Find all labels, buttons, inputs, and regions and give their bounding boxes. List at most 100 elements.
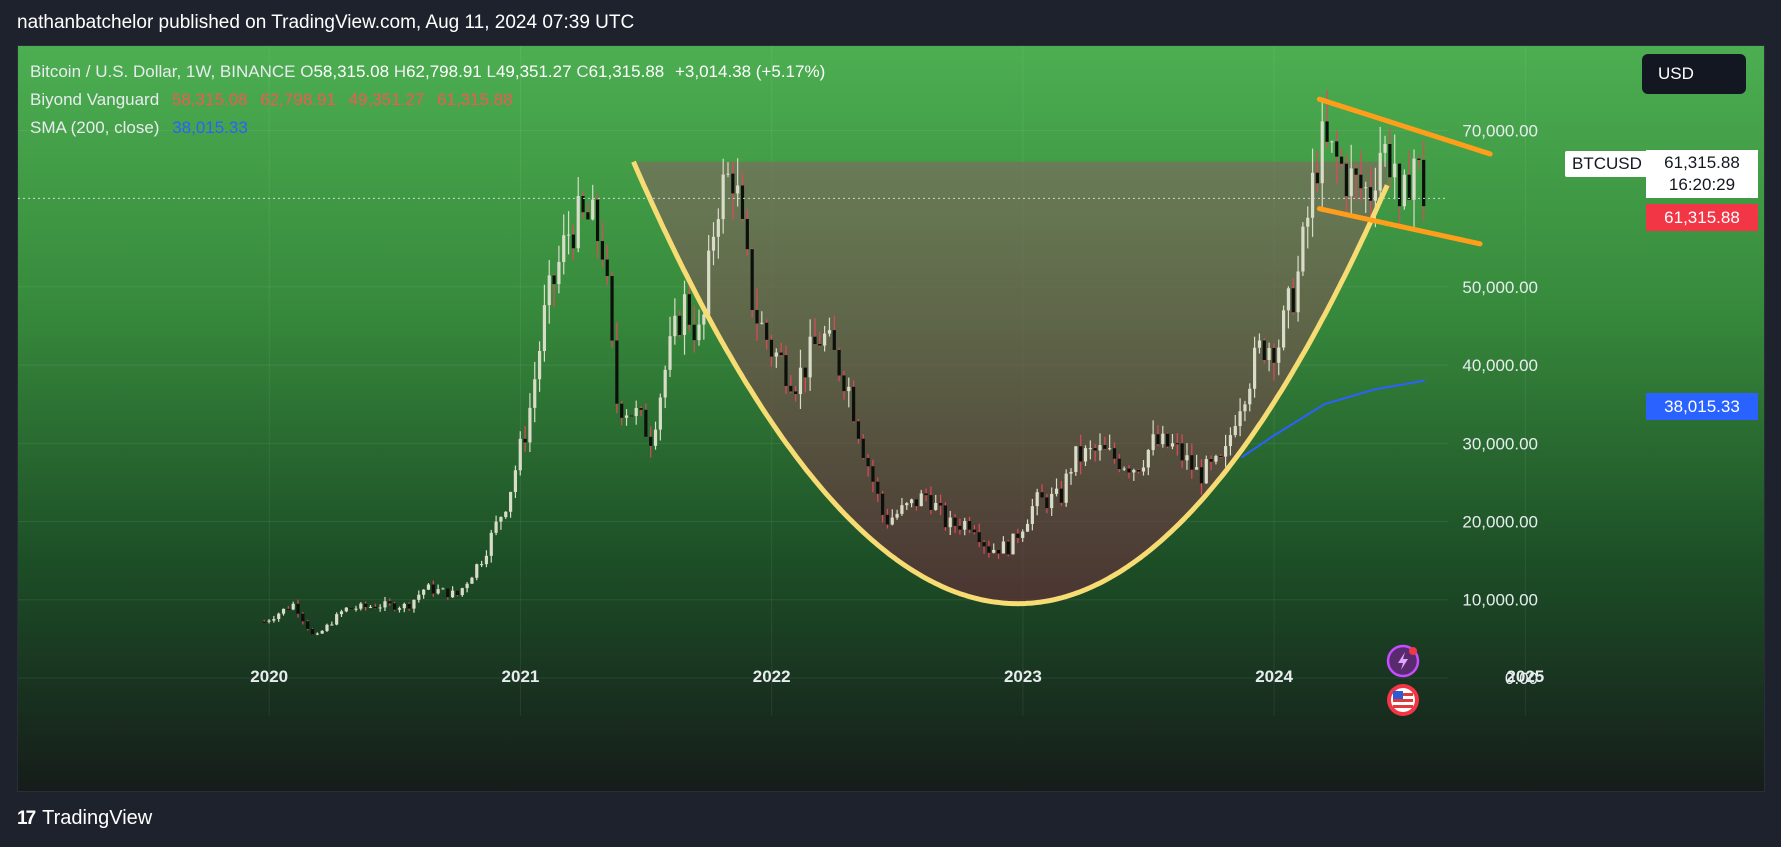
candle-body <box>943 505 947 528</box>
chart-pane[interactable]: 0.00 10,000.00 20,000.00 30,000.00 40,000.00… <box>17 45 1765 792</box>
candle-body <box>1402 174 1406 207</box>
last-price-label: 61,315.88 16:20:29 <box>1646 150 1758 198</box>
candle-body <box>528 407 532 443</box>
candle-body <box>620 403 624 418</box>
candle-body <box>1137 469 1141 472</box>
candle-body <box>895 513 899 518</box>
bar-countdown: 16:20:29 <box>1668 175 1736 194</box>
flag-lower-line[interactable] <box>1316 206 1483 247</box>
candle-body <box>1214 455 1218 462</box>
candle-body <box>1006 541 1010 555</box>
candle-body <box>1248 388 1252 405</box>
price-tick-label: 30,000.00 <box>1462 434 1538 453</box>
candle-body <box>320 630 324 634</box>
candle-body <box>1059 488 1063 503</box>
price-axis[interactable]: 0.00 10,000.00 20,000.00 30,000.00 40,000.00… <box>1462 121 1538 687</box>
price-tick-label: 10,000.00 <box>1462 591 1538 610</box>
candle-body <box>1175 443 1179 445</box>
candle-body <box>779 352 783 356</box>
candle-body <box>644 409 648 437</box>
sma-name[interactable]: SMA (200, close) <box>30 118 160 137</box>
candle-body <box>364 603 368 607</box>
footer-branding[interactable]: 17 TradingView <box>17 807 152 830</box>
candle-body <box>924 493 928 496</box>
candle-body <box>1296 271 1300 313</box>
candle-body <box>1045 497 1049 509</box>
candle-body <box>310 628 315 635</box>
candle-body <box>557 261 561 285</box>
candle-body <box>1373 190 1377 201</box>
candle-body <box>595 199 600 242</box>
candle-body <box>726 173 730 175</box>
flag-upper-line[interactable] <box>1316 96 1493 157</box>
candle-body <box>315 633 319 635</box>
symbol-title[interactable]: Bitcoin / U.S. Dollar, 1W, BINANCE <box>30 62 296 81</box>
price-tick-label: 20,000.00 <box>1462 513 1538 532</box>
currency-button[interactable]: USD <box>1642 54 1746 94</box>
candle-body <box>716 219 720 237</box>
candle-body <box>1204 459 1208 484</box>
candle-body <box>837 349 841 376</box>
candle-body <box>1286 288 1291 311</box>
candle-body <box>697 324 701 341</box>
candle-body <box>813 336 817 345</box>
chart-canvas[interactable]: 0.00 10,000.00 20,000.00 30,000.00 40,000.00… <box>18 46 1764 791</box>
candle-body <box>286 608 290 610</box>
candle-body <box>1291 288 1295 313</box>
candle-body <box>373 606 377 609</box>
candle-body <box>306 621 310 629</box>
cup-pattern-line[interactable] <box>631 160 1390 607</box>
candle-body <box>368 606 373 608</box>
published-header: nathanbatchelor published on TradingView… <box>17 12 635 33</box>
candle-body <box>852 386 856 422</box>
candle-body <box>1132 469 1136 473</box>
candle-body <box>803 367 807 378</box>
candle-body <box>1146 449 1150 468</box>
candle-body <box>455 590 460 596</box>
candle-body <box>417 594 421 600</box>
candle-body <box>1335 141 1339 157</box>
candle-body <box>1141 467 1146 472</box>
candle-body <box>784 355 788 386</box>
candle-body <box>1093 448 1097 451</box>
candle-body <box>914 499 919 507</box>
lightning-event-icon[interactable] <box>1386 644 1420 678</box>
time-axis[interactable]: 2020 2021 2022 2023 2024 2025 <box>250 667 1544 686</box>
candle-body <box>349 607 353 609</box>
candle-body <box>1344 163 1348 197</box>
candle-body <box>1074 446 1078 472</box>
candle-body <box>383 601 387 608</box>
indicator-name[interactable]: Biyond Vanguard <box>30 90 160 109</box>
candle-body <box>634 408 638 417</box>
candle-body <box>977 532 981 543</box>
candle-body <box>605 259 609 276</box>
candle-body <box>711 236 716 251</box>
candle-body <box>436 589 440 594</box>
indicator-open: 58,315.08 <box>171 90 248 109</box>
candle-body <box>465 583 469 589</box>
candle-body <box>1170 443 1175 447</box>
candle-body <box>1021 531 1025 538</box>
us-flag-event-icon[interactable] <box>1387 684 1419 716</box>
candle-body <box>992 549 996 553</box>
candle-body <box>1098 445 1102 451</box>
candle-body <box>330 624 334 626</box>
candle-body <box>1190 455 1194 470</box>
sma-line <box>1240 379 1425 459</box>
high-value: 62,798.91 <box>406 62 482 81</box>
candle-body <box>798 367 803 395</box>
indicator-high: 62,798.91 <box>260 90 336 109</box>
time-tick-label: 2024 <box>1255 667 1293 686</box>
candle-body <box>702 314 706 325</box>
candle-body <box>354 608 358 610</box>
candle-body <box>296 603 300 614</box>
candle-body <box>1238 411 1242 427</box>
candle-body <box>267 620 271 622</box>
candle-body <box>325 624 329 631</box>
candle-body <box>827 330 832 334</box>
candle-body <box>996 549 1001 554</box>
candle-body <box>523 438 527 443</box>
candle-body <box>1364 187 1368 189</box>
candle-body <box>1001 541 1005 554</box>
candle-body <box>909 499 914 504</box>
